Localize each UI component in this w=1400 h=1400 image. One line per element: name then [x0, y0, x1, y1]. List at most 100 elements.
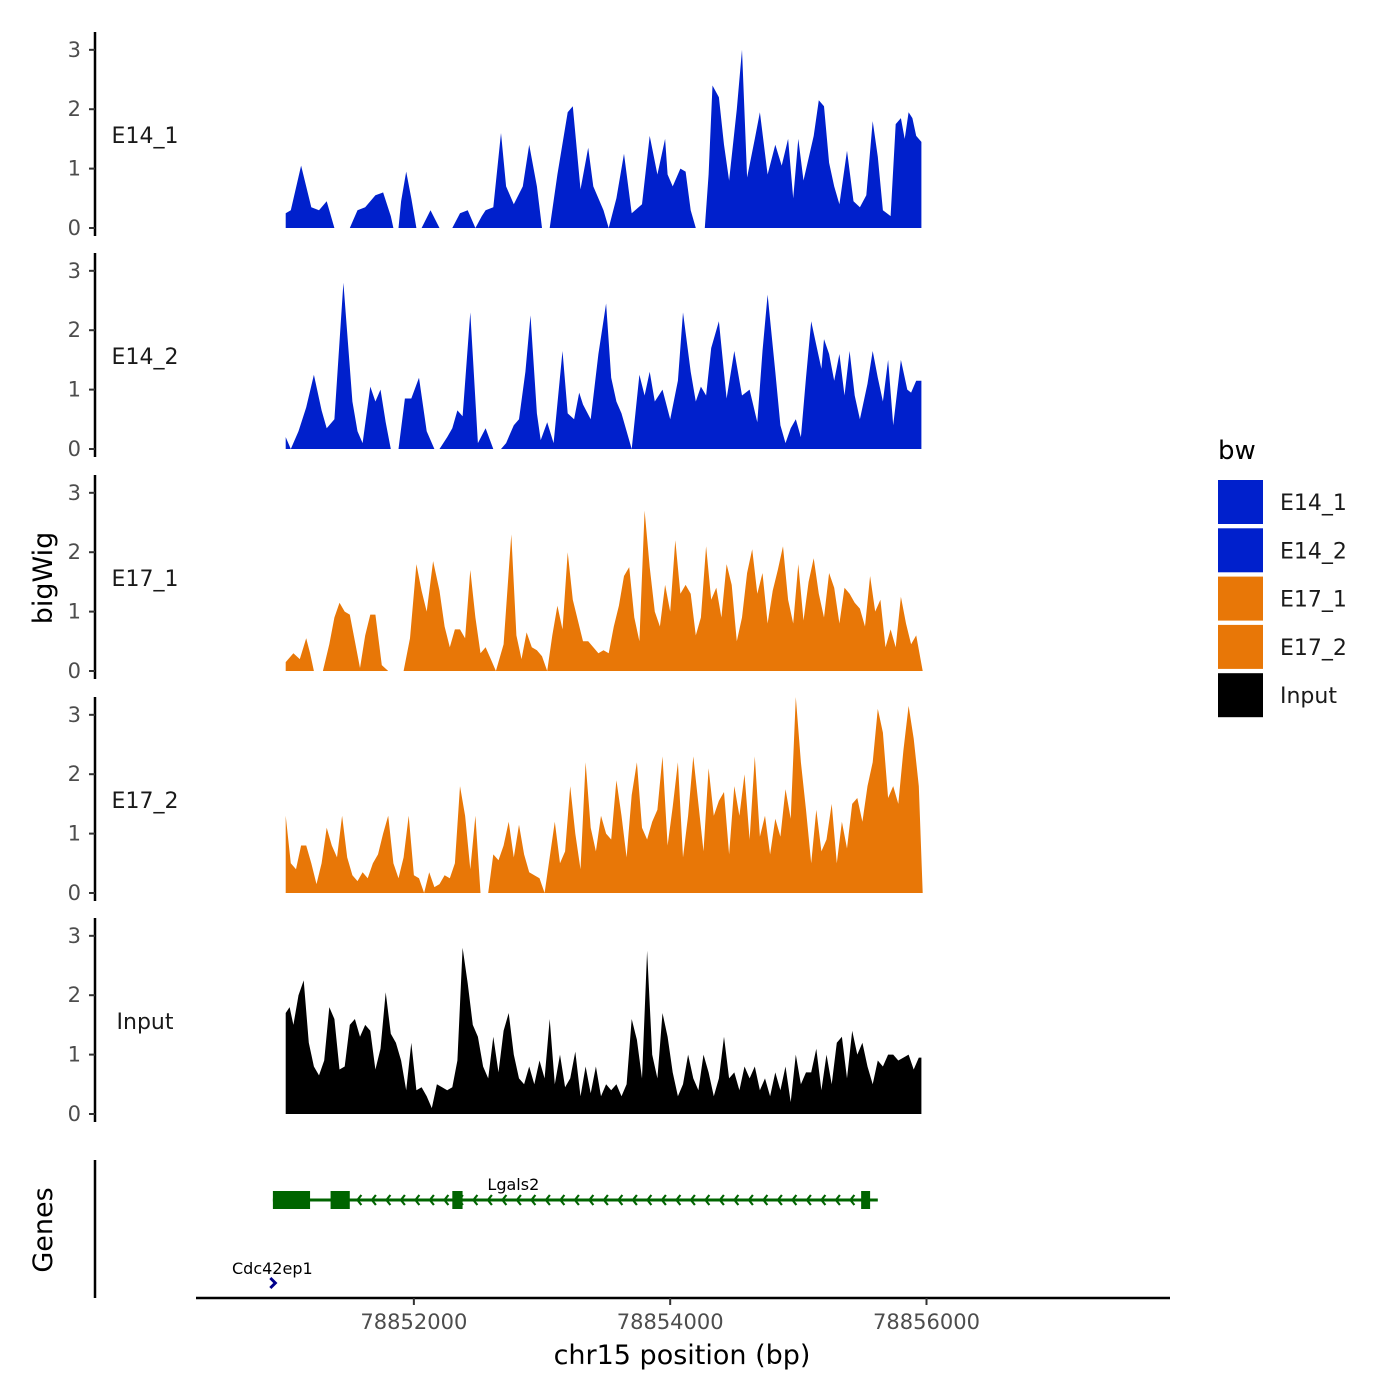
- gene-Cdc42ep1: Cdc42ep1: [232, 1259, 313, 1290]
- legend-label: E17_2: [1280, 636, 1347, 661]
- genes-title: Genes: [28, 1187, 59, 1272]
- legend-item-E17_2: E17_2: [1218, 624, 1347, 669]
- track-E14_1: 0 1 2 3 E14_1: [68, 32, 922, 240]
- strand-chevron: [486, 1194, 493, 1206]
- strand-chevron: [616, 1194, 624, 1206]
- exon: [272, 1191, 311, 1209]
- y-tick-label: 2: [68, 983, 81, 1007]
- strand-chevron: [515, 1194, 522, 1206]
- strand-chevron: [674, 1194, 682, 1206]
- strand-chevron: [703, 1194, 711, 1206]
- strand-chevron: [834, 1194, 841, 1206]
- x-tick-label: 78854000: [617, 1310, 724, 1334]
- area-E14_2: [285, 282, 922, 449]
- y-tick-label: 0: [68, 437, 81, 461]
- y-tick-label: 3: [68, 703, 81, 727]
- gene-label: Lgals2: [487, 1175, 539, 1194]
- y-tick-label: 2: [68, 97, 81, 121]
- y-tick-label: 2: [68, 762, 81, 786]
- strand-chevron: [732, 1194, 740, 1206]
- track-Input: 0 1 2 3 Input: [68, 918, 922, 1126]
- track-label: Input: [117, 1010, 174, 1035]
- y-tick-label: 2: [68, 540, 81, 564]
- strand-chevron: [370, 1194, 377, 1206]
- legend-swatch: [1218, 624, 1263, 669]
- strand-chevron: [500, 1194, 508, 1206]
- strand-chevron: [645, 1194, 653, 1206]
- strand-chevron: [587, 1194, 595, 1206]
- strand-chevron: [602, 1194, 609, 1206]
- genes-panel: Lgals2 Cdc42ep1: [93, 1160, 878, 1298]
- legend-label: E14_2: [1280, 539, 1347, 564]
- area-Input: [285, 947, 922, 1114]
- y-tick-label: 3: [68, 38, 81, 62]
- strand-chevron: [790, 1194, 798, 1206]
- area-E14_1: [285, 49, 922, 228]
- y-tick-label: 1: [68, 822, 81, 846]
- strand-chevron: [761, 1194, 769, 1206]
- tracks-layer: 0 1 2 3 E14_1 0 1 2 3 E14_2 0 1 2 3 E17_1 0 1 2 3 E17_2 0 1 2 3…: [68, 32, 923, 1126]
- strand-chevron: [428, 1194, 435, 1206]
- strand-chevron: [413, 1194, 421, 1206]
- legend-item-Input: Input: [1218, 673, 1337, 718]
- y-tick-label: 2: [68, 318, 81, 342]
- x-tick-label: 78856000: [873, 1310, 980, 1334]
- y-axis-title: bigWig: [28, 532, 59, 625]
- legend-swatch: [1218, 480, 1263, 524]
- y-tick-label: 1: [68, 600, 81, 624]
- track-E17_2: 0 1 2 3 E17_2: [68, 697, 923, 905]
- strand-chevron: [631, 1194, 638, 1206]
- y-tick-label: 1: [68, 157, 81, 181]
- y-tick-label: 0: [68, 216, 81, 240]
- strand-chevron: [776, 1194, 783, 1206]
- legend-swatch: [1218, 528, 1263, 573]
- y-tick-label: 0: [68, 881, 81, 905]
- strand-chevron: [355, 1194, 363, 1206]
- gene-Lgals2: Lgals2: [272, 1175, 878, 1209]
- x-axis: 78852000 78854000 78856000: [196, 1296, 1170, 1334]
- track-label: E17_2: [112, 789, 179, 814]
- legend-item-E14_2: E14_2: [1218, 528, 1347, 573]
- track-label: E14_2: [112, 345, 179, 370]
- strand-chevron: [805, 1194, 812, 1206]
- legend-item-E14_1: E14_1: [1218, 480, 1347, 524]
- track-E17_1: 0 1 2 3 E17_1: [68, 475, 923, 683]
- strand-chevron: [399, 1194, 406, 1206]
- track-E14_2: 0 1 2 3 E14_2: [68, 253, 922, 461]
- area-E17_2: [285, 697, 923, 893]
- y-tick-label: 1: [68, 378, 81, 402]
- strand-chevron: [718, 1194, 725, 1206]
- legend-label: Input: [1280, 684, 1337, 709]
- legend-swatch: [1218, 576, 1263, 621]
- legend-swatch: [1218, 673, 1263, 718]
- legend-label: E14_1: [1280, 491, 1347, 516]
- exon: [861, 1191, 871, 1209]
- x-axis-title: chr15 position (bp): [554, 1340, 811, 1371]
- strand-chevron: [573, 1194, 580, 1206]
- track-label: E17_1: [112, 567, 179, 592]
- strand-chevron: [819, 1194, 827, 1206]
- y-tick-label: 0: [68, 659, 81, 683]
- exon: [452, 1191, 463, 1209]
- strand-chevron: [544, 1194, 551, 1206]
- area-E17_1: [285, 510, 923, 671]
- strand-chevron: [269, 1276, 278, 1290]
- y-tick-label: 1: [68, 1043, 81, 1067]
- strand-chevron: [558, 1194, 566, 1206]
- gene-label: Cdc42ep1: [232, 1259, 313, 1278]
- y-tick-label: 3: [68, 924, 81, 948]
- strand-chevron: [442, 1194, 450, 1206]
- x-tick-label: 78852000: [360, 1310, 467, 1334]
- legend-item-E17_1: E17_1: [1218, 576, 1347, 621]
- strand-chevron: [529, 1194, 537, 1206]
- y-tick-label: 0: [68, 1102, 81, 1126]
- exon: [330, 1191, 350, 1209]
- track-label: E14_1: [112, 124, 179, 149]
- strand-chevron: [384, 1194, 392, 1206]
- legend-label: E17_1: [1280, 588, 1347, 613]
- strand-chevron: [747, 1194, 754, 1206]
- strand-chevron: [471, 1194, 479, 1206]
- y-tick-label: 3: [68, 481, 81, 505]
- legend: bw E14_1 E14_2 E17_1 E17_2 Input: [1218, 436, 1347, 718]
